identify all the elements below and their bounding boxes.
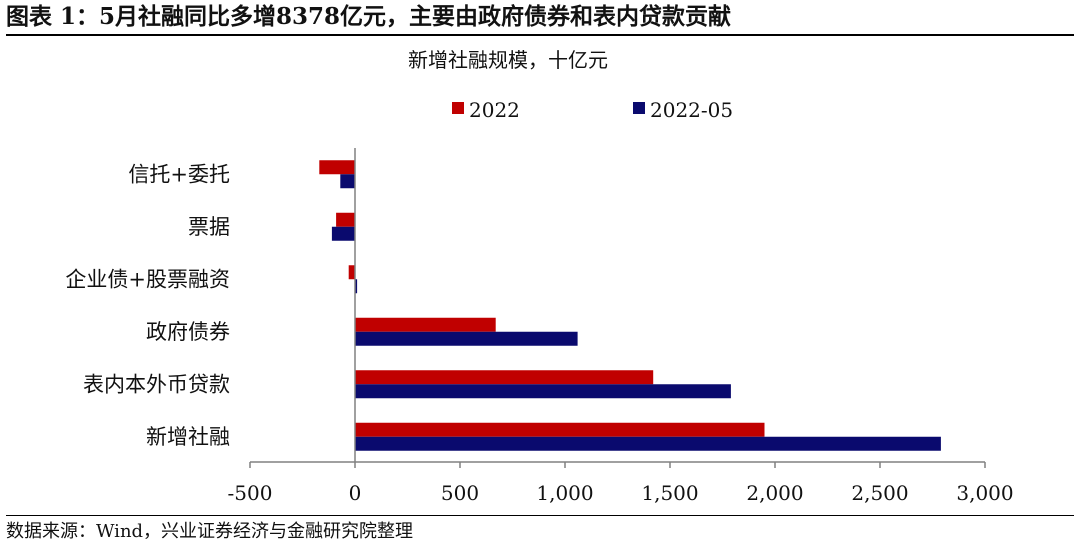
legend-swatch-1 xyxy=(633,102,645,114)
chart-title: 新增社融规模，十亿元 xyxy=(408,48,608,72)
bar-2022 xyxy=(336,212,355,227)
x-tick-label: 0 xyxy=(349,481,362,505)
bar-2022 xyxy=(355,422,765,437)
bar-2022 xyxy=(348,265,355,280)
x-tick-label: 1,500 xyxy=(641,481,698,505)
x-tick-label: -500 xyxy=(228,481,273,505)
figure-title: 图表 1：5月社融同比多增8378亿元，主要由政府债券和表内贷款贡献 xyxy=(6,3,732,30)
bar-2022-05 xyxy=(355,384,731,399)
bar-2022 xyxy=(355,317,496,332)
x-tick-label: 2,000 xyxy=(746,481,803,505)
bar-2022 xyxy=(319,160,355,175)
legend-label-0: 2022 xyxy=(469,98,520,122)
legend: 2022 2022-05 xyxy=(452,98,733,122)
category-label: 表内本外币贷款 xyxy=(83,372,230,396)
bar-2022-05 xyxy=(331,226,355,241)
x-tick-label: 1,000 xyxy=(536,481,593,505)
bar-2022-05 xyxy=(355,279,358,294)
bar-2022-05 xyxy=(355,436,941,451)
source-note: 数据来源：Wind，兴业证券经济与金融研究院整理 xyxy=(6,521,414,542)
bar-2022-05 xyxy=(340,174,355,189)
legend-label-1: 2022-05 xyxy=(650,98,733,122)
axes: -500 0 500 1,000 1,500 2,000 2,500 3,000 xyxy=(228,148,1014,505)
legend-swatch-0 xyxy=(452,102,464,114)
bar-2022-05 xyxy=(355,331,578,346)
x-tick-label: 2,500 xyxy=(851,481,908,505)
x-tick-label: 3,000 xyxy=(956,481,1013,505)
x-tick-label: 500 xyxy=(441,481,479,505)
source-rule xyxy=(6,515,1074,516)
category-label: 票据 xyxy=(188,215,230,239)
category-label: 企业债+股票融资 xyxy=(65,267,230,291)
category-label: 信托+委托 xyxy=(128,162,230,186)
title-rule xyxy=(6,34,1074,36)
category-label: 新增社融 xyxy=(146,425,230,449)
bar-2022 xyxy=(355,370,654,385)
category-label: 政府债券 xyxy=(146,320,230,344)
